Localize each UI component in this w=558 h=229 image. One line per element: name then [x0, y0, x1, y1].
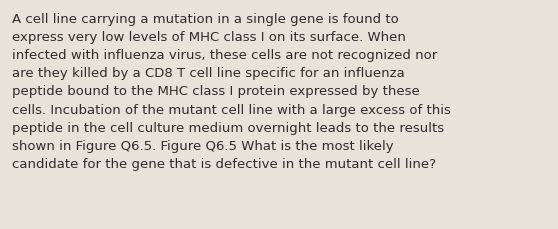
Text: A cell line carrying a mutation in a single gene is found to
express very low le: A cell line carrying a mutation in a sin… — [12, 13, 451, 171]
